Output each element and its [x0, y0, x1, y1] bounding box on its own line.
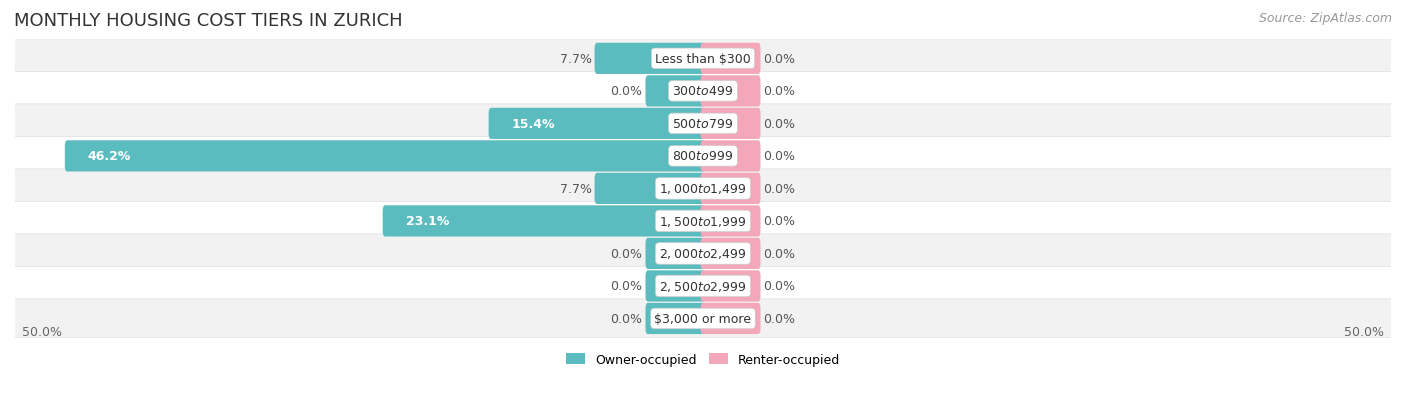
Text: 0.0%: 0.0% — [763, 53, 796, 66]
Text: 0.0%: 0.0% — [763, 312, 796, 325]
Text: 0.0%: 0.0% — [763, 183, 796, 195]
FancyBboxPatch shape — [14, 169, 1392, 209]
Text: 50.0%: 50.0% — [22, 325, 62, 338]
FancyBboxPatch shape — [700, 44, 761, 75]
FancyBboxPatch shape — [700, 206, 761, 237]
FancyBboxPatch shape — [645, 76, 706, 107]
Text: $2,000 to $2,499: $2,000 to $2,499 — [659, 247, 747, 261]
Text: $500 to $799: $500 to $799 — [672, 118, 734, 131]
Text: 0.0%: 0.0% — [610, 280, 643, 293]
FancyBboxPatch shape — [14, 234, 1392, 273]
FancyBboxPatch shape — [645, 271, 706, 302]
Text: 46.2%: 46.2% — [89, 150, 131, 163]
FancyBboxPatch shape — [489, 109, 706, 140]
FancyBboxPatch shape — [595, 173, 706, 204]
Text: MONTHLY HOUSING COST TIERS IN ZURICH: MONTHLY HOUSING COST TIERS IN ZURICH — [14, 12, 402, 30]
FancyBboxPatch shape — [700, 109, 761, 140]
Text: 0.0%: 0.0% — [610, 312, 643, 325]
FancyBboxPatch shape — [700, 238, 761, 269]
FancyBboxPatch shape — [700, 271, 761, 302]
Text: 0.0%: 0.0% — [610, 85, 643, 98]
FancyBboxPatch shape — [700, 173, 761, 204]
Legend: Owner-occupied, Renter-occupied: Owner-occupied, Renter-occupied — [561, 348, 845, 371]
FancyBboxPatch shape — [645, 303, 706, 334]
FancyBboxPatch shape — [14, 137, 1392, 176]
Text: 50.0%: 50.0% — [1344, 325, 1384, 338]
FancyBboxPatch shape — [382, 206, 706, 237]
Text: 23.1%: 23.1% — [406, 215, 449, 228]
FancyBboxPatch shape — [700, 303, 761, 334]
FancyBboxPatch shape — [700, 76, 761, 107]
Text: $1,500 to $1,999: $1,500 to $1,999 — [659, 214, 747, 228]
Text: 0.0%: 0.0% — [763, 118, 796, 131]
FancyBboxPatch shape — [14, 104, 1392, 144]
Text: $800 to $999: $800 to $999 — [672, 150, 734, 163]
Text: 15.4%: 15.4% — [512, 118, 555, 131]
Text: $1,000 to $1,499: $1,000 to $1,499 — [659, 182, 747, 196]
Text: Less than $300: Less than $300 — [655, 53, 751, 66]
Text: 0.0%: 0.0% — [763, 215, 796, 228]
Text: 0.0%: 0.0% — [763, 247, 796, 260]
Text: $300 to $499: $300 to $499 — [672, 85, 734, 98]
Text: $2,500 to $2,999: $2,500 to $2,999 — [659, 279, 747, 293]
FancyBboxPatch shape — [14, 40, 1392, 78]
Text: 7.7%: 7.7% — [560, 53, 592, 66]
Text: 0.0%: 0.0% — [763, 85, 796, 98]
FancyBboxPatch shape — [14, 72, 1392, 111]
FancyBboxPatch shape — [14, 299, 1392, 338]
FancyBboxPatch shape — [700, 141, 761, 172]
FancyBboxPatch shape — [14, 202, 1392, 241]
Text: 0.0%: 0.0% — [610, 247, 643, 260]
Text: Source: ZipAtlas.com: Source: ZipAtlas.com — [1258, 12, 1392, 25]
FancyBboxPatch shape — [14, 267, 1392, 306]
FancyBboxPatch shape — [645, 238, 706, 269]
FancyBboxPatch shape — [595, 44, 706, 75]
Text: 0.0%: 0.0% — [763, 280, 796, 293]
Text: $3,000 or more: $3,000 or more — [655, 312, 751, 325]
Text: 0.0%: 0.0% — [763, 150, 796, 163]
FancyBboxPatch shape — [65, 141, 706, 172]
Text: 7.7%: 7.7% — [560, 183, 592, 195]
